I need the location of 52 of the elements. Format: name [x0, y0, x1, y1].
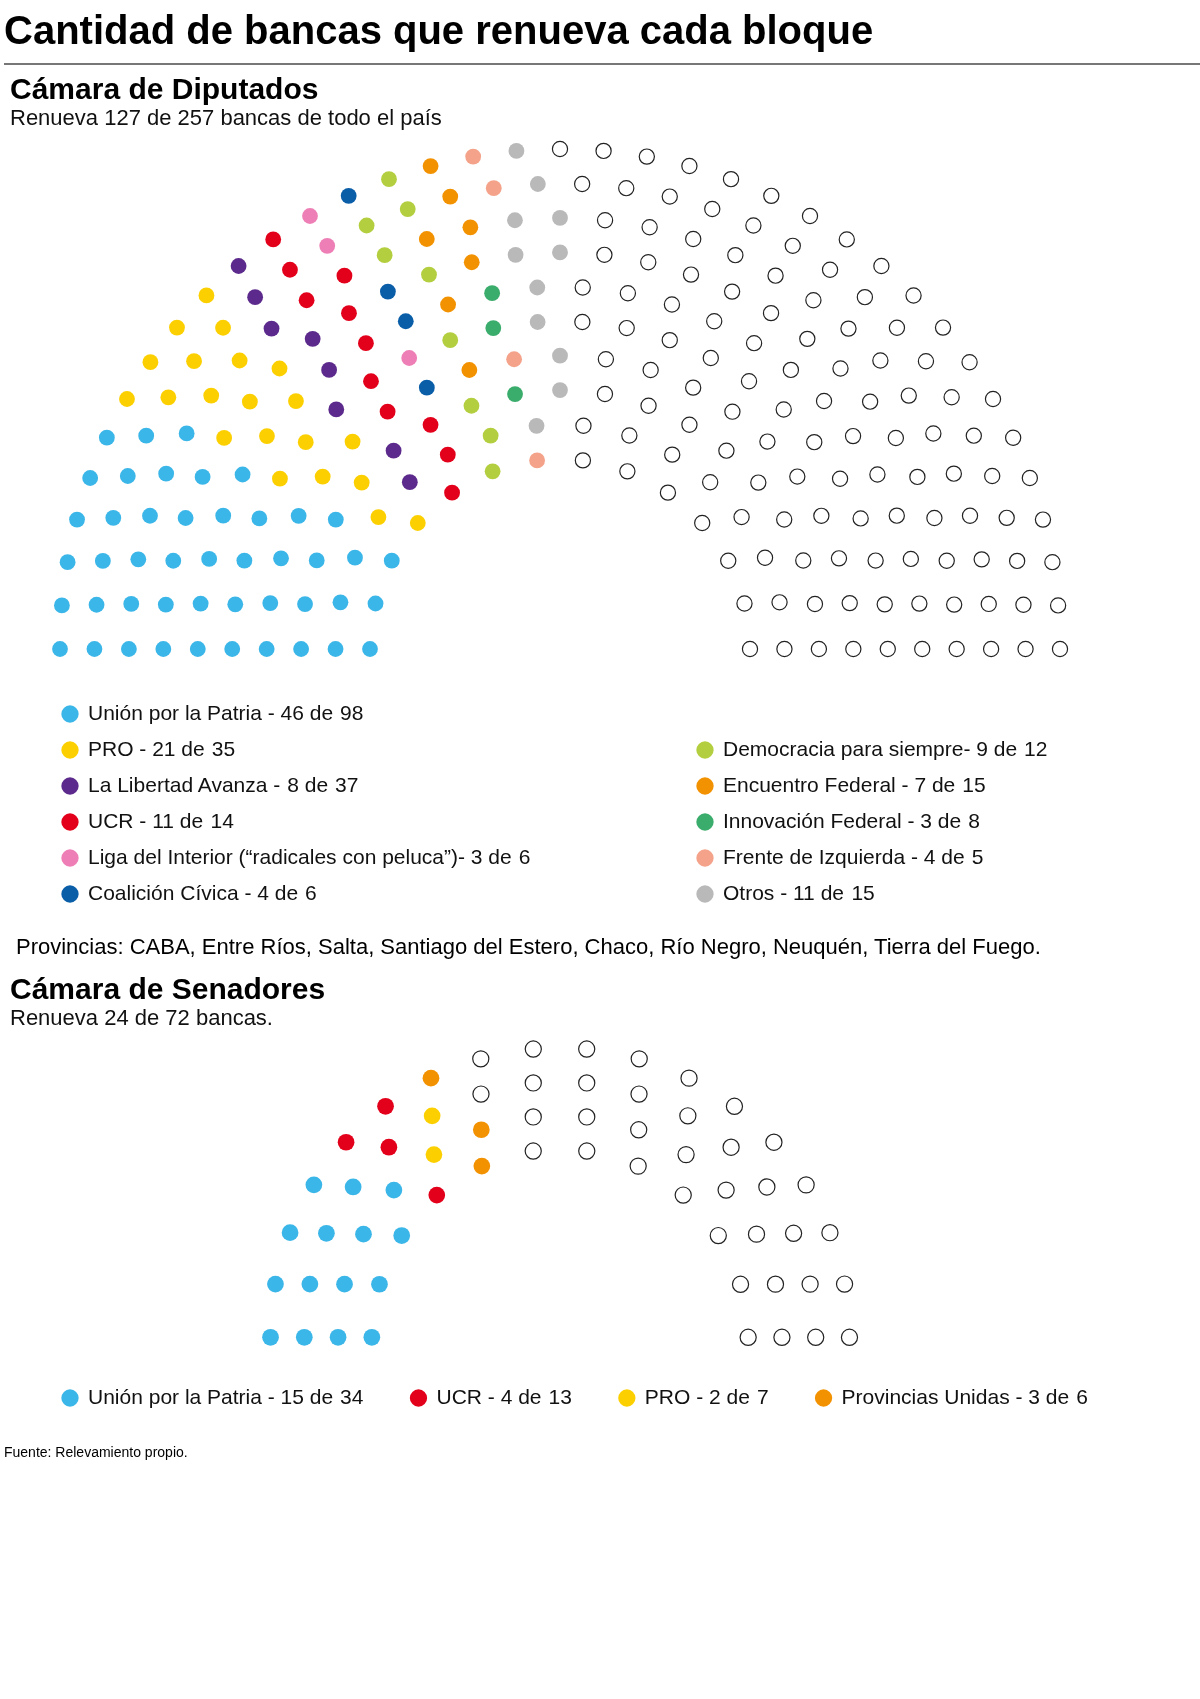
source-note: Fuente: Relevamiento propio. [4, 1444, 189, 1460]
category-label: Liga del Interior (“radicales con peluca”)- [88, 845, 466, 868]
text: Cámara de Senadores [10, 971, 326, 1005]
data-label: 3 de [1028, 1385, 1070, 1408]
data-label: 3 de [920, 809, 962, 832]
text: 98 [340, 701, 364, 724]
data-label: 11 de [793, 881, 844, 904]
category-label: Coalición Cívica - [88, 881, 252, 904]
text: 35 [211, 737, 236, 760]
text: 34 [340, 1385, 364, 1408]
data-label: 4 de [500, 1385, 542, 1408]
text: Cámara de Diputados [10, 72, 319, 105]
category-label: Democracia para siempre- [723, 737, 971, 760]
text: 6 [305, 881, 317, 904]
data-label: 4 de [257, 881, 299, 904]
data-label: 9 de [976, 737, 1018, 760]
text: 37 [335, 773, 359, 796]
text: 15 [962, 773, 986, 796]
category-label: PRO - [644, 1385, 704, 1408]
category-label: UCR - [88, 809, 147, 832]
text: 12 [1024, 737, 1048, 760]
text: 14 [210, 809, 234, 832]
data-label: 8 de [287, 773, 329, 796]
text: 5 [971, 845, 984, 868]
data-label: 3 de [470, 845, 512, 868]
category-label: PRO - [88, 737, 147, 760]
text: Provincias: CABA, Entre Ríos, Salta, Santiago del Estero, Chaco, Río Negro, Neuquén, Tierra del Fuego. [16, 934, 1042, 960]
text: Cantidad de bancas que renueva cada bloque [4, 8, 1200, 65]
category-label: UCR - [436, 1385, 495, 1408]
category-label: Innovación Federal - [723, 809, 915, 832]
data-label: 11 de [152, 809, 204, 832]
category-label: Encuentro Federal - [723, 773, 909, 796]
text: 6 [1076, 1385, 1088, 1408]
text: 8 [968, 809, 980, 832]
category-label: Frente de Izquierda - [723, 845, 918, 868]
text: 15 [851, 881, 875, 904]
data-label: 46 de [280, 701, 334, 724]
category-label: Unión por la Patria - [88, 701, 275, 724]
text: Renueva 127 de 257 bancas de todo el país [10, 105, 442, 130]
category-label: La Libertad Avanza - [88, 773, 281, 796]
data-label: 4 de [923, 845, 965, 868]
category-label: Provincias Unidas - [841, 1385, 1023, 1408]
data-label: 21 de [152, 737, 205, 760]
text: 6 [518, 845, 531, 868]
data-label: 2 de [709, 1385, 750, 1408]
text: 7 [756, 1385, 769, 1408]
data-label: 15 de [280, 1385, 334, 1408]
category-label: Otros - [723, 881, 788, 904]
data-label: 7 de [914, 773, 956, 796]
category-label: Unión por la Patria - [88, 1385, 275, 1408]
text: 13 [548, 1385, 572, 1408]
text: Renueva 24 de 72 bancas. [10, 1004, 273, 1030]
